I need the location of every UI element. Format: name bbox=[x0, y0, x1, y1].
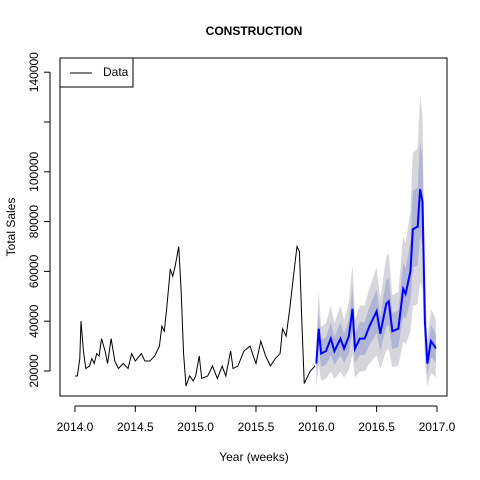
chart-title: CONSTRUCTION bbox=[206, 24, 303, 38]
series-line bbox=[315, 189, 437, 364]
x-tick-label: 2015.0 bbox=[177, 420, 214, 434]
y-tick-label: 60000 bbox=[27, 254, 41, 288]
legend-label: Data bbox=[103, 65, 129, 79]
x-tick-label: 2015.5 bbox=[238, 420, 275, 434]
x-tick-label: 2014.5 bbox=[117, 420, 154, 434]
y-tick-label: 100000 bbox=[27, 151, 41, 191]
interval-80 bbox=[316, 142, 436, 375]
x-axis-label: Year (weeks) bbox=[219, 450, 289, 464]
x-tick-label: 2016.5 bbox=[358, 420, 395, 434]
x-tick-label: 2017.0 bbox=[419, 420, 456, 434]
legend-box bbox=[59, 57, 134, 88]
y-axis-label: Total Sales bbox=[4, 198, 18, 257]
x-tick-label: 2014.0 bbox=[57, 420, 94, 434]
y-tick-label: 140000 bbox=[27, 52, 41, 92]
y-tick-label: 80000 bbox=[27, 205, 41, 239]
plot-frame bbox=[59, 57, 448, 397]
y-tick-label: 40000 bbox=[27, 304, 41, 338]
y-tick-label: 20000 bbox=[27, 354, 41, 388]
series-line bbox=[74, 244, 316, 387]
x-tick-label: 2016.0 bbox=[298, 420, 335, 434]
